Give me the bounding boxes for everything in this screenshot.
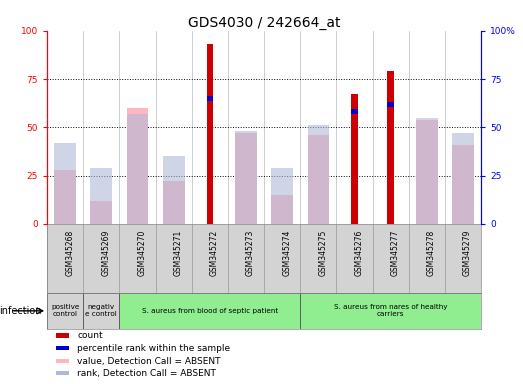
- Bar: [127, 108, 149, 224]
- Bar: [235, 131, 257, 224]
- Bar: [83, 293, 119, 329]
- Bar: [351, 94, 358, 224]
- Text: S. aureus from nares of healthy
carriers: S. aureus from nares of healthy carriers: [334, 305, 448, 317]
- Bar: [388, 102, 394, 106]
- Bar: [90, 168, 112, 224]
- Bar: [56, 371, 69, 376]
- Bar: [271, 168, 293, 224]
- Text: GSM345269: GSM345269: [101, 229, 110, 276]
- Bar: [351, 109, 358, 114]
- Text: infection: infection: [0, 306, 42, 316]
- Bar: [90, 201, 112, 224]
- Text: GSM345276: GSM345276: [355, 229, 363, 276]
- Text: negativ
e control: negativ e control: [85, 305, 117, 317]
- Text: rank, Detection Call = ABSENT: rank, Detection Call = ABSENT: [77, 369, 217, 378]
- Text: positive
control: positive control: [51, 305, 79, 317]
- Bar: [163, 181, 185, 224]
- Bar: [54, 143, 76, 224]
- Bar: [47, 293, 83, 329]
- Text: GSM345277: GSM345277: [391, 229, 400, 276]
- Bar: [207, 44, 213, 224]
- Text: GSM345279: GSM345279: [463, 229, 472, 276]
- Text: S. aureus from blood of septic patient: S. aureus from blood of septic patient: [142, 308, 278, 314]
- Bar: [207, 96, 213, 101]
- Bar: [56, 333, 69, 338]
- Text: GSM345272: GSM345272: [210, 229, 219, 276]
- Text: value, Detection Call = ABSENT: value, Detection Call = ABSENT: [77, 357, 221, 366]
- Text: percentile rank within the sample: percentile rank within the sample: [77, 344, 231, 353]
- Bar: [271, 195, 293, 224]
- Bar: [54, 170, 76, 224]
- Bar: [56, 359, 69, 363]
- Bar: [416, 119, 438, 224]
- Bar: [388, 71, 394, 224]
- Title: GDS4030 / 242664_at: GDS4030 / 242664_at: [188, 16, 340, 30]
- Bar: [452, 133, 474, 224]
- Bar: [119, 293, 300, 329]
- Bar: [452, 145, 474, 224]
- Bar: [416, 118, 438, 224]
- Text: GSM345268: GSM345268: [65, 229, 74, 276]
- Text: GSM345278: GSM345278: [427, 229, 436, 276]
- Text: GSM345271: GSM345271: [174, 229, 183, 276]
- Bar: [308, 135, 329, 224]
- Bar: [127, 114, 149, 224]
- Bar: [300, 293, 481, 329]
- Text: GSM345273: GSM345273: [246, 229, 255, 276]
- Text: count: count: [77, 331, 103, 340]
- Text: GSM345275: GSM345275: [319, 229, 327, 276]
- Bar: [308, 126, 329, 224]
- Text: GSM345274: GSM345274: [282, 229, 291, 276]
- Bar: [163, 156, 185, 224]
- Bar: [56, 346, 69, 350]
- Text: GSM345270: GSM345270: [138, 229, 146, 276]
- Bar: [235, 133, 257, 224]
